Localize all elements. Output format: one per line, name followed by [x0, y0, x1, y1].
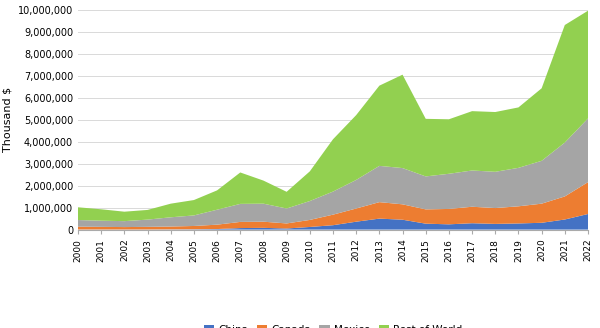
Legend: China, Canada, Mexico, Rest of World: China, Canada, Mexico, Rest of World	[199, 320, 467, 328]
Y-axis label: Thousand $: Thousand $	[2, 87, 13, 152]
